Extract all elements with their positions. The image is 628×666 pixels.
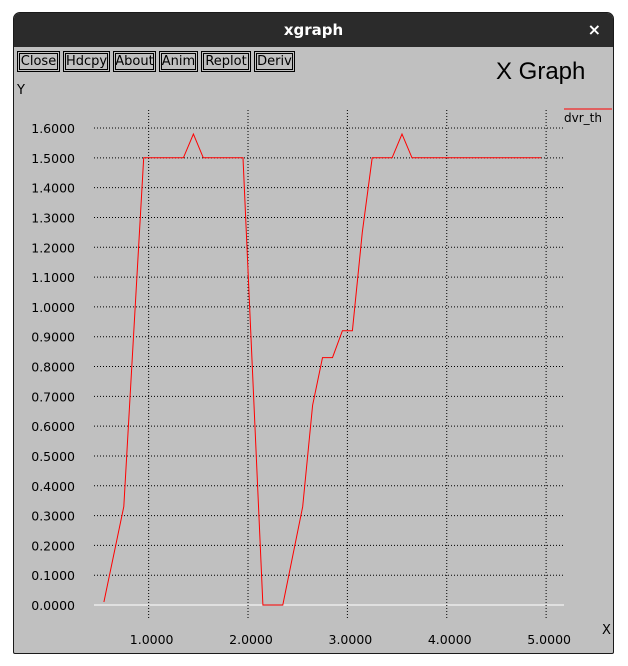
about-button[interactable]: About [113,51,156,72]
deriv-button[interactable]: Deriv [254,51,295,72]
x-tick-labels: 1.0000 2.0000 3.0000 4.0000 5.0000 [130,632,571,647]
y-tick-label: 0.8000 [31,360,75,375]
y-tick-label: 1.6000 [31,121,75,136]
series-line-dvr_th [103,132,542,606]
grid-lines [94,110,564,620]
y-tick-label: 1.2000 [31,240,75,255]
title-bar: xgraph × [14,13,613,47]
y-tick-label: 0.2000 [31,538,75,553]
legend: dvr_th [564,108,612,125]
hdcpy-button[interactable]: Hdcpy [63,51,110,72]
y-tick-label: 1.0000 [31,300,75,315]
y-tick-label: 1.4000 [31,181,75,196]
y-tick-label: 0.9000 [31,330,75,345]
x-axis-label: X [602,623,611,638]
y-tick-label: 0.7000 [31,389,75,404]
y-tick-label: 1.1000 [31,270,75,285]
series-lines [103,132,542,606]
x-tick-label: 3.0000 [329,632,373,647]
y-tick-label: 1.5000 [31,151,75,166]
y-tick-label: 0.0000 [31,598,75,613]
y-tick-label: 0.4000 [31,479,75,494]
y-tick-label: 0.1000 [31,568,75,583]
y-tick-label: 0.5000 [31,449,75,464]
y-tick-label: 0.3000 [31,509,75,524]
replot-button[interactable]: Replot [201,51,251,72]
x-tick-label: 2.0000 [229,632,273,647]
plot-area: X Graph Y X 0.0000 0.1000 0.2000 0.3000 0.40… [16,58,612,647]
legend-label: dvr_th [564,111,602,125]
close-window-icon[interactable]: × [587,20,601,39]
chart-title: X Graph [496,58,585,85]
window-title: xgraph [283,21,344,39]
y-axis-label: Y [16,83,25,98]
y-tick-label: 0.6000 [31,419,75,434]
y-tick-labels: 0.0000 0.1000 0.2000 0.3000 0.4000 0.5000 0.60… [31,121,75,613]
x-tick-label: 4.0000 [428,632,472,647]
anim-button[interactable]: Anim [159,51,198,72]
y-tick-label: 1.3000 [31,210,75,225]
xgraph-window: xgraph × Close Hdcpy About Anim Replot D… [13,12,614,654]
close-button[interactable]: Close [17,51,60,72]
x-tick-label: 1.0000 [130,632,174,647]
x-tick-label: 5.0000 [527,632,571,647]
